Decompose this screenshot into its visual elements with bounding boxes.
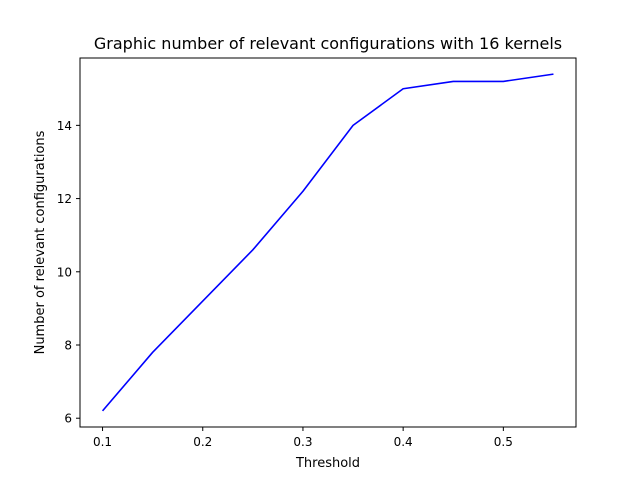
chart-title: Graphic number of relevant configuration…	[94, 34, 562, 53]
x-axis-label: Threshold	[295, 456, 360, 471]
y-tick-label: 6	[64, 412, 72, 426]
x-axis-ticks: 0.1 0.2 0.3 0.4 0.5	[93, 427, 513, 449]
x-tick-label: 0.4	[394, 435, 413, 449]
series-line	[101, 73, 554, 412]
y-tick-label: 14	[57, 119, 72, 133]
plot-frame	[79, 57, 577, 428]
x-tick-label: 0.5	[494, 435, 513, 449]
y-axis-label: Number of relevant configurations	[33, 130, 48, 354]
y-axis-ticks: 6 8 10 12 14	[57, 119, 80, 426]
series-layer	[101, 73, 554, 412]
y-tick-label: 10	[57, 265, 72, 279]
y-tick-label: 8	[64, 339, 72, 353]
x-tick-label: 0.2	[193, 435, 212, 449]
y-tick-label: 12	[57, 192, 72, 206]
x-tick-label: 0.1	[93, 435, 112, 449]
x-tick-label: 0.3	[293, 435, 312, 449]
plot-area	[80, 58, 576, 427]
